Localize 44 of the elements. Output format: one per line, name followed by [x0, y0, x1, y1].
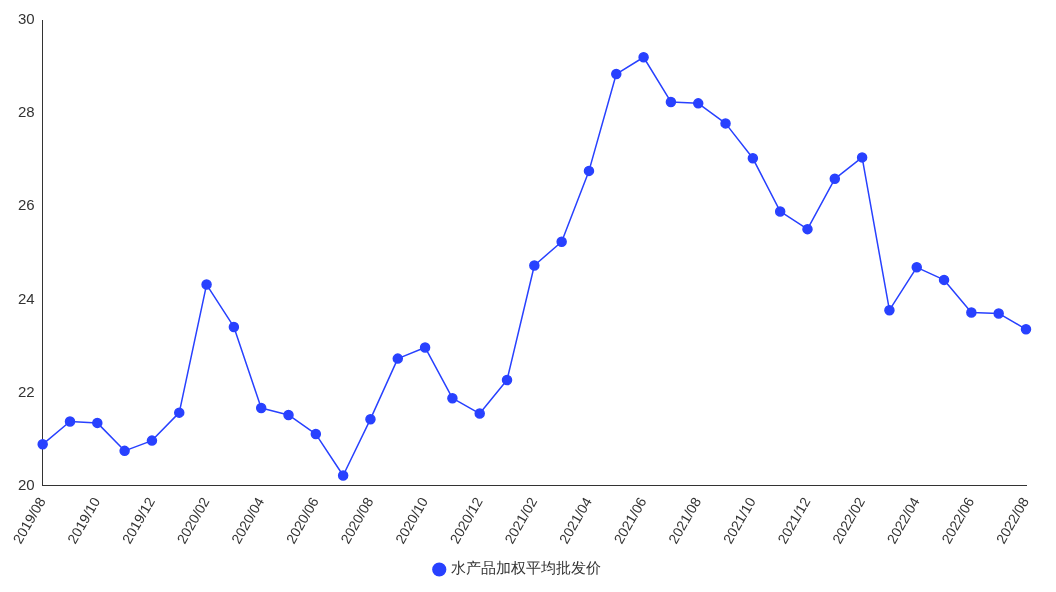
y-tick-label: 28: [18, 103, 35, 121]
point: [938, 274, 950, 286]
point: [255, 402, 267, 414]
y-tick-label: 24: [18, 289, 35, 307]
point: [556, 236, 567, 247]
y-tick-label: 30: [18, 10, 35, 28]
point: [802, 223, 813, 235]
point: [64, 416, 76, 427]
point: [856, 152, 868, 163]
point: [529, 260, 540, 271]
point: [966, 307, 977, 318]
point: [1020, 324, 1032, 335]
point: [501, 374, 513, 386]
point: [993, 308, 1004, 319]
point: [174, 407, 185, 418]
point: [201, 279, 212, 290]
point: [583, 165, 595, 177]
point: [911, 262, 922, 273]
point: [119, 445, 130, 457]
point: [884, 304, 895, 316]
point: [665, 96, 677, 108]
point: [92, 417, 103, 429]
legend-label: 水产品加权平均批发价: [451, 559, 602, 578]
y-tick-label: 22: [18, 382, 35, 400]
point: [774, 206, 786, 217]
point: [310, 428, 322, 440]
point: [829, 173, 841, 185]
point: [392, 353, 404, 364]
point: [337, 470, 349, 481]
point: [611, 68, 622, 80]
point: [692, 98, 704, 109]
y-tick-label: 26: [18, 196, 35, 214]
point: [720, 118, 731, 129]
point: [365, 413, 376, 425]
point: [747, 153, 759, 164]
y-tick-label: 20: [18, 475, 35, 493]
point: [37, 439, 48, 450]
point: [638, 52, 649, 63]
point: [283, 409, 294, 421]
point: [228, 321, 240, 333]
point: [146, 435, 158, 446]
point: [447, 392, 458, 404]
point: [419, 342, 431, 353]
point: [474, 408, 485, 419]
